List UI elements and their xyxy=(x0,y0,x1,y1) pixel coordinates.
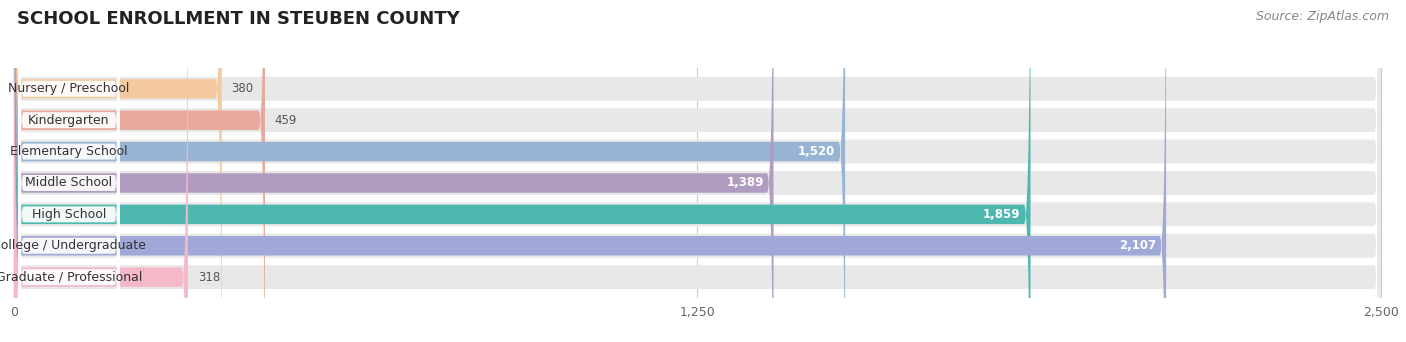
FancyBboxPatch shape xyxy=(14,0,1166,342)
Text: High School: High School xyxy=(32,208,105,221)
Text: Nursery / Preschool: Nursery / Preschool xyxy=(8,82,129,95)
Text: 1,859: 1,859 xyxy=(983,208,1021,221)
FancyBboxPatch shape xyxy=(14,0,1381,342)
Text: Graduate / Professional: Graduate / Professional xyxy=(0,271,142,284)
Text: College / Undergraduate: College / Undergraduate xyxy=(0,239,146,252)
FancyBboxPatch shape xyxy=(14,0,264,342)
FancyBboxPatch shape xyxy=(18,0,120,342)
FancyBboxPatch shape xyxy=(14,0,1031,342)
FancyBboxPatch shape xyxy=(18,0,120,342)
FancyBboxPatch shape xyxy=(14,0,1381,342)
Text: Source: ZipAtlas.com: Source: ZipAtlas.com xyxy=(1256,10,1389,23)
FancyBboxPatch shape xyxy=(18,3,120,342)
Text: 2,107: 2,107 xyxy=(1119,239,1156,252)
FancyBboxPatch shape xyxy=(14,0,188,342)
FancyBboxPatch shape xyxy=(14,0,1381,342)
Text: 380: 380 xyxy=(232,82,253,95)
Text: Kindergarten: Kindergarten xyxy=(28,114,110,127)
FancyBboxPatch shape xyxy=(18,0,120,342)
FancyBboxPatch shape xyxy=(14,0,1381,342)
FancyBboxPatch shape xyxy=(14,0,1381,342)
Text: Elementary School: Elementary School xyxy=(10,145,128,158)
Text: 1,389: 1,389 xyxy=(727,176,763,189)
FancyBboxPatch shape xyxy=(18,0,120,342)
Text: Middle School: Middle School xyxy=(25,176,112,189)
Text: 318: 318 xyxy=(198,271,219,284)
FancyBboxPatch shape xyxy=(14,0,1381,342)
FancyBboxPatch shape xyxy=(14,0,845,342)
Text: SCHOOL ENROLLMENT IN STEUBEN COUNTY: SCHOOL ENROLLMENT IN STEUBEN COUNTY xyxy=(17,10,460,28)
FancyBboxPatch shape xyxy=(18,0,120,342)
FancyBboxPatch shape xyxy=(14,0,773,342)
FancyBboxPatch shape xyxy=(14,0,1381,342)
Text: 1,520: 1,520 xyxy=(799,145,835,158)
FancyBboxPatch shape xyxy=(14,0,222,342)
Text: 459: 459 xyxy=(274,114,297,127)
FancyBboxPatch shape xyxy=(18,0,120,342)
